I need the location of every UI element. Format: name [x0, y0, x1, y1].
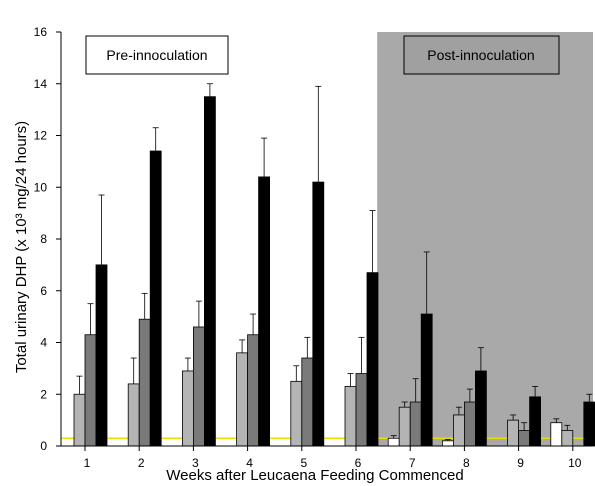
bar-s2-week-10 — [561, 430, 574, 447]
y-tick-label: 0 — [40, 439, 47, 453]
bar-s2-week-4 — [236, 352, 249, 447]
x-tick-label: 2 — [138, 456, 145, 470]
bar-s4-week-7 — [420, 313, 433, 447]
x-tick-label: 5 — [300, 456, 307, 470]
bar-s4-week-5 — [312, 181, 325, 447]
y-axis-title: Total urinary DHP (x 10³ mg/24 hours) — [13, 121, 30, 373]
x-axis-title: Weeks after Leucaena Feeding Commenced — [166, 467, 463, 484]
bar-s3-week-1 — [84, 334, 97, 447]
bar-s3-week-6 — [355, 373, 368, 447]
x-tick-label: 10 — [568, 456, 582, 470]
y-tick-label: 6 — [40, 284, 47, 298]
x-tick-label: 6 — [355, 456, 362, 470]
bar-s3-week-3 — [192, 326, 205, 447]
bar-s1-week-8 — [441, 440, 454, 447]
x-tick-label: 9 — [517, 456, 524, 470]
pre-inoculation-label: Pre-innoculation — [106, 47, 207, 63]
post-inoculation-box — [403, 35, 560, 75]
y-tick-label: 14 — [34, 77, 48, 91]
bar-s2-week-1 — [73, 393, 86, 447]
bar-s3-week-9 — [518, 430, 530, 447]
bar-s4-week-10 — [583, 401, 595, 447]
bar-s3-week-2 — [138, 318, 151, 447]
y-tick-label: 2 — [40, 387, 47, 401]
bar-s3-week-4 — [247, 334, 260, 447]
pre-inoculation-box — [85, 35, 229, 75]
x-tick-label: 4 — [246, 456, 253, 470]
x-tick-label: 7 — [409, 456, 416, 470]
bar-s1-week-7 — [387, 437, 400, 447]
y-tick-label: 4 — [40, 336, 47, 350]
bar-s2-week-2 — [127, 383, 140, 447]
post-inoculation-label: Post-innoculation — [427, 47, 534, 63]
bar-s4-week-8 — [474, 370, 487, 447]
bar-s3-week-8 — [463, 401, 476, 447]
bar-s2-week-9 — [507, 419, 520, 447]
y-tick-label: 16 — [34, 25, 48, 39]
bar-s3-week-5 — [301, 357, 314, 447]
y-tick-label: 10 — [34, 180, 48, 194]
bar-s4-week-3 — [203, 96, 216, 447]
y-tick-label: 8 — [40, 232, 47, 246]
x-tick-label: 3 — [192, 456, 199, 470]
x-tick-label: 8 — [463, 456, 470, 470]
bar-s2-week-3 — [181, 370, 194, 447]
bar-s4-week-6 — [366, 272, 379, 447]
bar-s4-week-4 — [258, 176, 271, 447]
bar-s1-week-10 — [550, 422, 563, 447]
bar-s2-week-7 — [398, 406, 411, 447]
bar-s2-week-8 — [452, 414, 465, 447]
bar-s4-week-2 — [149, 150, 162, 447]
x-tick-label: 1 — [84, 456, 91, 470]
bar-s4-week-9 — [529, 396, 541, 447]
bar-s2-week-6 — [344, 386, 357, 447]
bar-s3-week-7 — [409, 401, 422, 447]
y-tick-label: 12 — [34, 129, 48, 143]
bar-s2-week-5 — [290, 380, 303, 447]
bar-s4-week-1 — [95, 264, 108, 447]
